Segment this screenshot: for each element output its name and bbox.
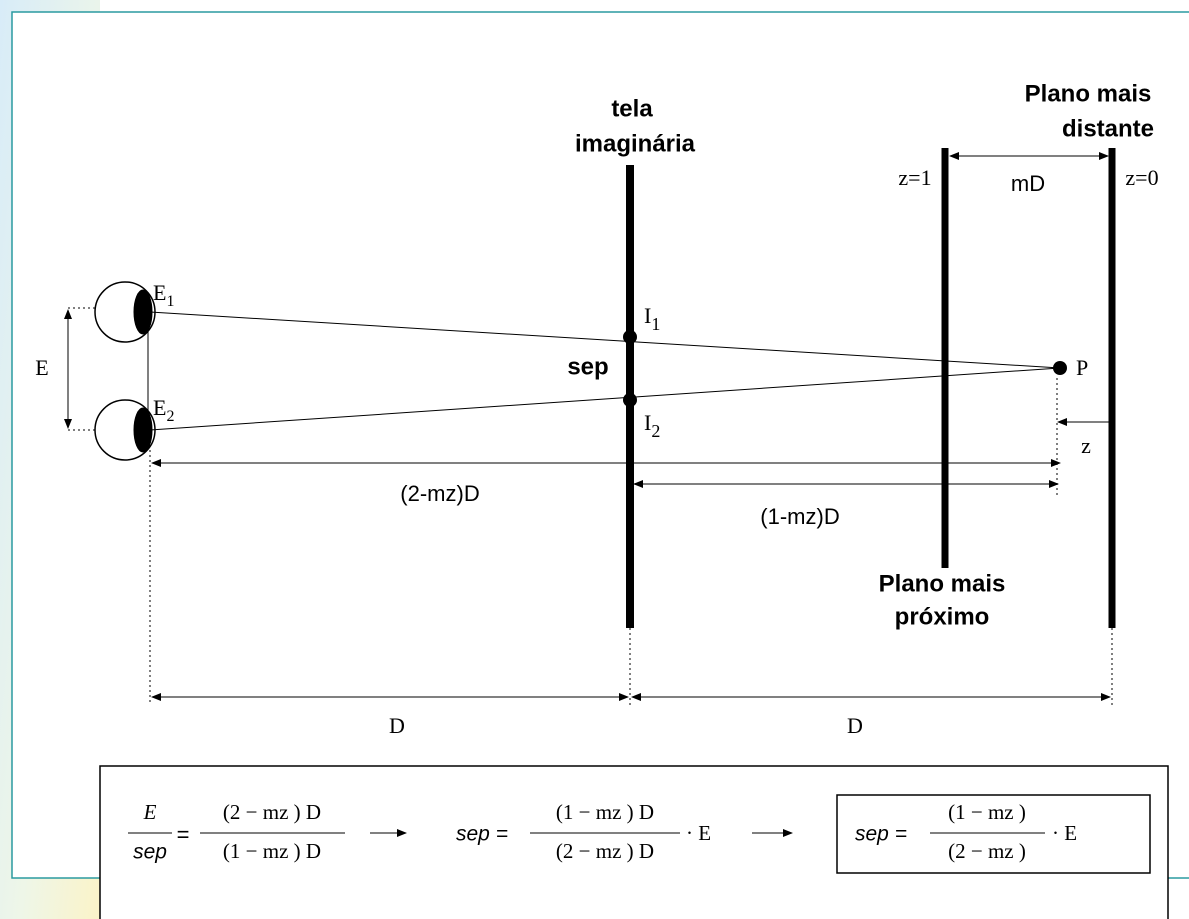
- label: D: [847, 713, 863, 738]
- pupil: [133, 407, 153, 453]
- label: (2-mz)D: [400, 481, 479, 506]
- formula: · E: [686, 821, 711, 845]
- formula: (1 − mz ) D: [556, 800, 654, 824]
- label: z=1: [898, 165, 931, 190]
- formula: sep: [133, 841, 167, 864]
- formula-box: [99, 765, 1169, 919]
- formula: E: [143, 800, 157, 824]
- formula: (1 − mz ): [948, 800, 1026, 824]
- dotted-guides: [68, 307, 1113, 705]
- label: z=0: [1125, 165, 1158, 190]
- label: z: [1081, 433, 1091, 458]
- sight-line: [149, 311, 1061, 369]
- label: E1: [153, 280, 174, 310]
- result-box: [836, 794, 1151, 874]
- formula: (2 − mz ) D: [223, 800, 321, 824]
- formula: =: [177, 822, 190, 847]
- label: I1: [644, 303, 660, 334]
- label: Plano mais: [879, 570, 1006, 597]
- formula: · E: [1052, 821, 1077, 845]
- label: tela: [611, 95, 653, 122]
- label: D: [389, 713, 405, 738]
- label: Plano mais: [1025, 80, 1152, 107]
- label: E: [35, 355, 48, 380]
- formula: sep =: [456, 823, 508, 846]
- label: E2: [153, 395, 174, 425]
- formula: (1 − mz ) D: [223, 839, 321, 863]
- drawing: [64, 148, 1116, 705]
- formula: (2 − mz ) D: [556, 839, 654, 863]
- label: (1-mz)D: [760, 504, 839, 529]
- label: mD: [1011, 171, 1045, 196]
- formula: (2 − mz ): [948, 839, 1026, 863]
- label: sep: [567, 353, 608, 380]
- label: I2: [644, 410, 660, 441]
- pupil: [133, 289, 153, 335]
- label: imaginária: [575, 130, 696, 157]
- points: [623, 330, 1067, 407]
- label: próximo: [895, 603, 990, 630]
- label: P: [1076, 355, 1088, 380]
- label: distante: [1062, 115, 1154, 142]
- formula: sep =: [855, 823, 907, 846]
- sight-line: [149, 367, 1061, 431]
